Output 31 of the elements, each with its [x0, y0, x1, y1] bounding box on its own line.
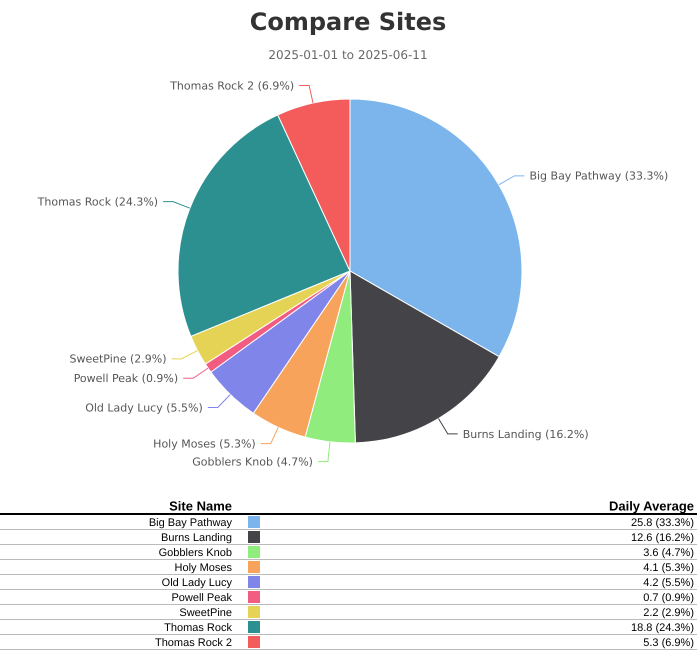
legend-label: Big Bay Pathway [148, 516, 232, 529]
legend-label: Old Lady Lucy [162, 576, 232, 589]
legend-label: Thomas Rock [164, 622, 232, 634]
category-label: Burns Landing (16.2%) [462, 428, 589, 441]
category-label: Big Bay Pathway (33.3%) [529, 170, 668, 183]
legend-label: Burns Landing [161, 532, 232, 544]
category-label: Holy Moses (5.3%) [153, 438, 256, 451]
legend-label: Gobblers Knob [158, 546, 232, 559]
chart-title: Compare Sites [250, 8, 446, 36]
category-label: Gobblers Knob (4.7%) [192, 456, 313, 469]
text: Daily Average [608, 498, 694, 514]
text: 12.6 (16.2%) [631, 532, 694, 544]
category-label: SweetPine (2.9%) [69, 352, 167, 366]
category-label: Powell Peak (0.9%) [74, 372, 178, 386]
text: 0.7 (0.9%) [643, 592, 694, 604]
category-label: Old Lady Lucy (5.5%) [85, 401, 203, 414]
text: 4.2 (5.5%) [643, 576, 694, 589]
category-label: Thomas Rock 2 (6.9%) [170, 79, 294, 92]
legend-label: SweetPine [179, 606, 232, 619]
text: 2.2 (2.9%) [643, 606, 694, 619]
category-label: Thomas Rock (24.3%) [38, 195, 158, 208]
legend-label: Holy Moses [174, 562, 232, 574]
legend-label: Thomas Rock 2 [154, 636, 232, 649]
chart-subtitle: 2025-01-01 to 2025-06-11 [268, 48, 428, 62]
legend-label: Powell Peak [171, 592, 232, 604]
text: 3.6 (4.7%) [643, 546, 694, 559]
text: 5.3 (6.9%) [643, 636, 694, 649]
text: 4.1 (5.3%) [643, 562, 694, 574]
text: 18.8 (24.3%) [631, 622, 694, 634]
legend-title: Site Name [169, 498, 232, 514]
text: 25.8 (33.3%) [631, 516, 694, 529]
